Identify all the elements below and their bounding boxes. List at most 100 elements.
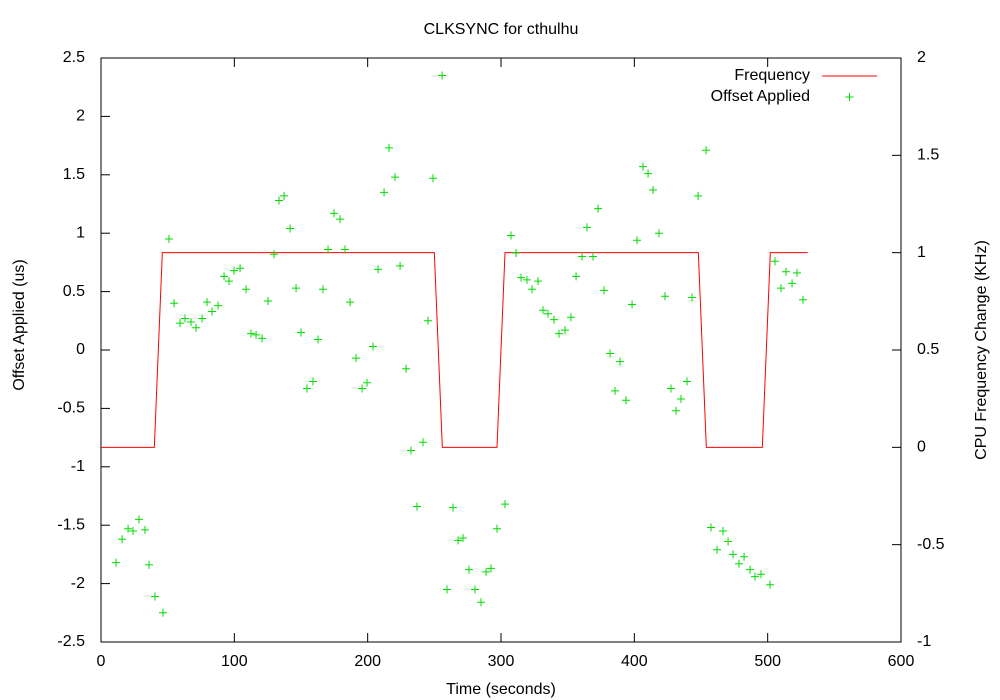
y2-tick-label: 1.5 <box>917 147 939 164</box>
data-point <box>124 524 133 533</box>
data-point <box>777 284 785 293</box>
y2-tick-label: 1 <box>917 244 926 261</box>
data-point <box>683 377 691 386</box>
data-point <box>523 275 531 284</box>
data-point <box>661 292 669 301</box>
data-point <box>616 357 625 366</box>
data-point <box>667 384 675 393</box>
data-point <box>181 314 189 323</box>
data-point <box>413 502 421 511</box>
data-point <box>583 223 591 232</box>
data-point <box>672 406 681 415</box>
x-tick-label: 200 <box>354 653 381 670</box>
data-point <box>225 277 233 286</box>
data-point <box>611 386 619 395</box>
data-point <box>346 298 355 307</box>
data-point <box>471 585 479 594</box>
data-point <box>771 257 779 266</box>
data-point <box>729 550 737 559</box>
data-point <box>363 378 371 387</box>
data-point <box>544 309 553 318</box>
data-point <box>449 503 457 512</box>
data-point <box>198 314 207 323</box>
data-point <box>561 326 569 335</box>
data-point <box>336 215 345 224</box>
data-point <box>507 231 515 240</box>
data-point <box>319 285 327 294</box>
data-point <box>788 279 797 288</box>
data-point <box>713 545 721 554</box>
data-point <box>145 560 153 569</box>
data-point <box>391 173 399 182</box>
data-point <box>694 191 703 200</box>
data-point <box>242 285 251 294</box>
y2-tick-label: 0.5 <box>917 341 939 358</box>
data-point <box>517 273 525 282</box>
x-tick-label: 300 <box>488 653 515 670</box>
y-axis-label: Offset Applied (us) <box>11 259 28 390</box>
data-point <box>606 349 615 358</box>
data-point <box>501 500 509 509</box>
data-point <box>482 567 491 576</box>
data-point <box>740 552 749 561</box>
data-point <box>264 296 273 305</box>
data-point <box>534 277 543 286</box>
data-point <box>419 438 427 447</box>
y2-tick-label: 0 <box>917 439 926 456</box>
data-point <box>236 264 245 273</box>
data-point <box>443 585 451 594</box>
data-point <box>746 565 755 574</box>
data-point <box>208 307 217 316</box>
x-tick-label: 0 <box>97 653 106 670</box>
data-point <box>151 592 159 601</box>
chart-title: CLKSYNC for cthulhu <box>424 21 579 38</box>
x-tick-label: 100 <box>221 653 248 670</box>
data-point <box>438 71 447 80</box>
data-point <box>528 285 537 294</box>
data-point <box>793 268 801 277</box>
y2-tick-label: -1 <box>917 633 931 650</box>
data-point <box>477 598 485 607</box>
data-point <box>159 608 167 617</box>
data-point <box>396 261 405 270</box>
data-point <box>465 565 473 574</box>
data-point <box>628 300 637 309</box>
data-point <box>655 229 663 238</box>
y-tick-label: -0.5 <box>57 400 85 417</box>
legend-label: Frequency <box>734 67 810 84</box>
data-point <box>644 169 653 178</box>
data-point <box>129 527 137 536</box>
data-point <box>539 306 547 315</box>
data-point <box>622 396 631 405</box>
y2-tick-label: 2 <box>917 49 926 66</box>
data-point <box>424 316 433 325</box>
data-point <box>633 236 641 245</box>
data-point <box>324 245 333 254</box>
data-point <box>303 384 311 393</box>
data-point <box>459 534 467 543</box>
y-tick-label: 0.5 <box>63 283 85 300</box>
data-point <box>719 527 727 536</box>
y-tick-label: 2.5 <box>63 49 85 66</box>
data-point <box>572 272 581 281</box>
data-point <box>380 188 389 197</box>
data-point <box>220 272 229 281</box>
y2-tick-label: -0.5 <box>917 536 945 553</box>
x-tick-label: 600 <box>888 653 915 670</box>
data-point <box>270 250 279 259</box>
data-point <box>757 570 765 579</box>
data-point <box>639 162 647 171</box>
data-point <box>170 299 179 308</box>
data-point <box>751 572 759 581</box>
data-point <box>512 249 521 258</box>
y-tick-label: 0 <box>76 341 85 358</box>
data-point <box>688 293 697 302</box>
data-point <box>135 515 143 524</box>
data-point <box>292 284 301 293</box>
data-point <box>252 330 261 339</box>
data-point <box>402 364 411 373</box>
data-point <box>187 317 195 326</box>
data-point <box>735 559 743 568</box>
